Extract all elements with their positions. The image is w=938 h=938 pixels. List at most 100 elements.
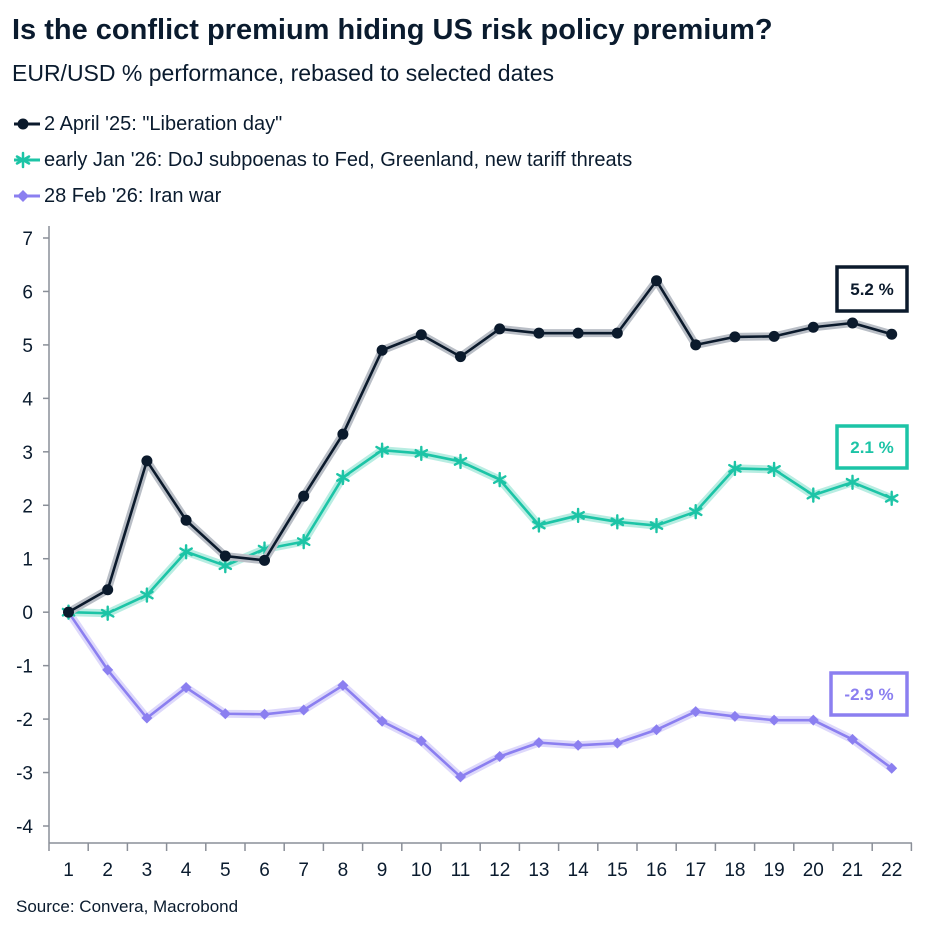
legend-label: early Jan '26: DoJ subpoenas to Fed, Gre… [44, 148, 633, 171]
data-point [179, 544, 193, 560]
data-point [649, 517, 664, 534]
x-tick-label: 1 [63, 860, 74, 881]
x-tick-label: 2 [102, 860, 113, 881]
x-tick-label: 5 [220, 860, 231, 881]
data-point [219, 550, 231, 562]
data-point [219, 708, 231, 720]
y-tick-label: 1 [22, 550, 33, 571]
data-point [610, 514, 625, 530]
data-point [180, 682, 192, 694]
data-point [651, 275, 662, 287]
end-value-label: 5.2 % [850, 280, 893, 299]
end-value-box [835, 424, 909, 470]
source-note: Source: Convera, Macrobond [16, 897, 239, 916]
data-point [688, 503, 703, 520]
data-point [337, 679, 349, 691]
data-point [847, 317, 858, 329]
y-tick-label: 0 [22, 603, 33, 624]
y-tick-label: -4 [16, 817, 33, 838]
y-tick-label: -1 [16, 657, 33, 678]
data-point [651, 724, 662, 736]
data-point [886, 328, 898, 340]
data-point [453, 453, 468, 470]
data-point [533, 737, 545, 749]
x-tick-label: 10 [411, 860, 432, 881]
series-halo [64, 608, 896, 781]
data-point [768, 714, 780, 726]
x-tick-label: 18 [724, 860, 745, 881]
data-point [494, 323, 506, 335]
x-tick-label: 6 [259, 860, 270, 881]
x-tick-label: 12 [489, 860, 510, 881]
y-tick-label: 7 [22, 229, 33, 250]
data-point [845, 474, 860, 490]
series-halo [64, 276, 896, 617]
legend-swatch-circle-icon [14, 118, 40, 130]
data-point [884, 490, 899, 507]
y-tick-label: 6 [22, 282, 33, 303]
data-point [492, 471, 507, 488]
data-point [296, 533, 311, 550]
x-tick-label: 20 [803, 860, 824, 881]
data-point [298, 704, 310, 716]
x-tick-label: 21 [842, 860, 863, 881]
legend-item-liberation-day: 2 April '25: "Liberation day" [12, 106, 632, 142]
data-point [415, 735, 427, 747]
data-point [729, 331, 741, 343]
legend-item-early-jan: early Jan '26: DoJ subpoenas to Fed, Gre… [12, 142, 632, 178]
x-tick-label: 14 [568, 860, 590, 881]
data-point [376, 715, 388, 727]
x-tick-label: 7 [298, 860, 309, 881]
y-tick-label: 4 [22, 389, 33, 410]
data-point [533, 327, 545, 339]
data-point [455, 351, 466, 363]
data-point [768, 330, 780, 342]
y-tick-label: -3 [16, 764, 33, 785]
end-value-box [835, 265, 909, 313]
x-tick-label: 3 [142, 860, 153, 881]
data-point [102, 664, 114, 676]
data-point [847, 733, 858, 745]
y-tick-label: -2 [16, 710, 33, 731]
data-point [572, 739, 584, 751]
x-tick-label: 11 [451, 860, 471, 881]
legend-label: 28 Feb '26: Iran war [44, 184, 222, 207]
data-point [298, 490, 310, 502]
data-point [572, 327, 584, 339]
series-line [68, 448, 893, 615]
data-point [102, 584, 114, 596]
x-tick-label: 17 [685, 860, 706, 881]
data-point [100, 605, 115, 621]
legend-label: 2 April '25: "Liberation day" [44, 112, 283, 135]
y-tick-label: 5 [22, 336, 33, 357]
end-value-label: -2.9 % [844, 685, 893, 704]
chart-title: Is the conflict premium hiding US risk p… [12, 14, 773, 46]
legend: 2 April '25: "Liberation day" early Jan … [12, 106, 632, 214]
legend-swatch-diamond-icon [14, 190, 40, 202]
legend-item-iran-war: 28 Feb '26: Iran war [12, 178, 632, 214]
data-point [376, 344, 388, 356]
data-point [690, 706, 702, 718]
data-point [63, 606, 74, 618]
series-line [67, 611, 893, 779]
data-point [729, 710, 741, 722]
data-point [494, 751, 506, 763]
data-point [807, 321, 819, 333]
data-point [767, 461, 781, 478]
x-tick-label: 15 [607, 860, 628, 881]
series-line [67, 279, 893, 614]
data-point [806, 487, 821, 503]
data-point [571, 507, 585, 524]
data-point [337, 428, 349, 440]
data-point [690, 339, 702, 351]
data-point [611, 737, 623, 749]
y-tick-label: 3 [22, 443, 33, 464]
data-point [415, 329, 427, 341]
data-point [259, 554, 270, 566]
chart-subtitle: EUR/USD % performance, rebased to select… [12, 60, 555, 86]
x-tick-label: 22 [881, 860, 902, 881]
data-point [414, 445, 429, 462]
end-value-box [829, 671, 909, 717]
data-point [455, 771, 466, 783]
